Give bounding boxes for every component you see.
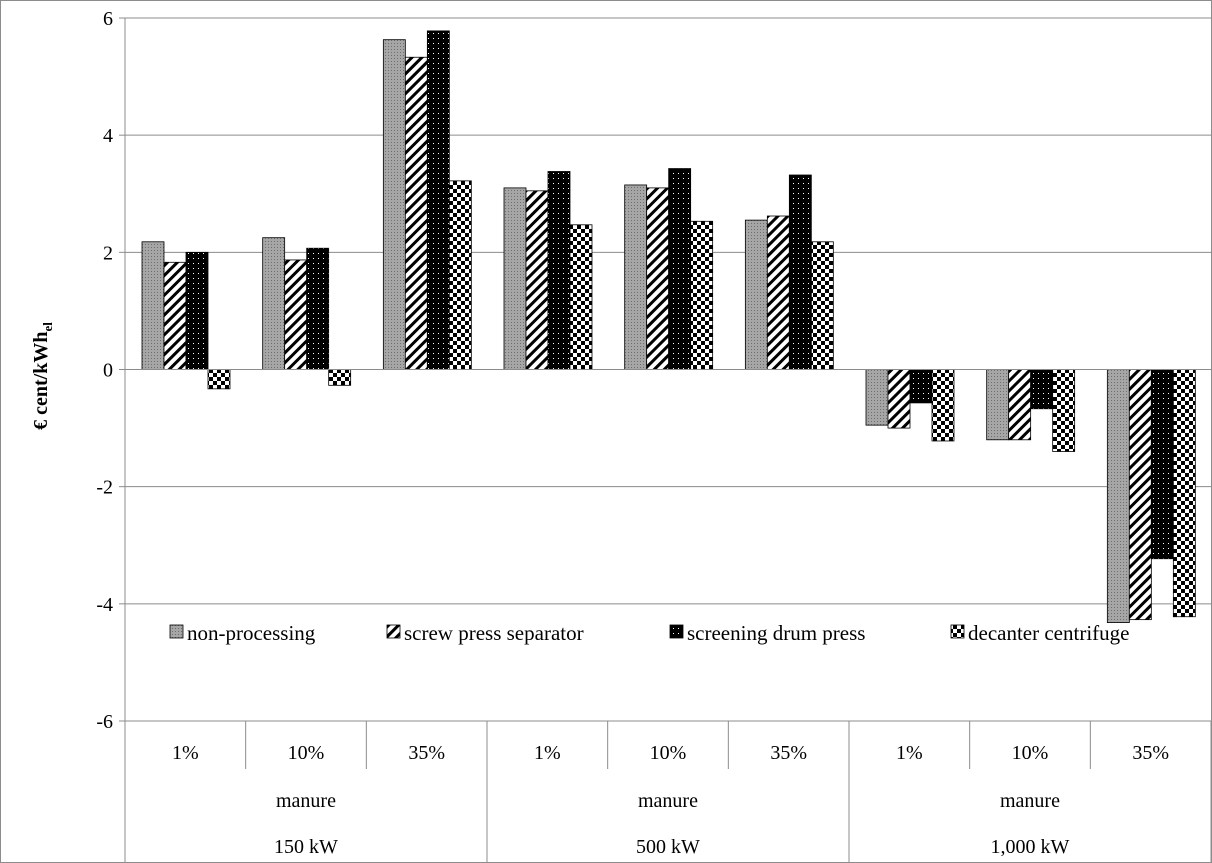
category-label: 10% xyxy=(1012,742,1049,764)
category-outer-group-label: 500 kW xyxy=(636,836,700,858)
bar-decanter-centrifuge xyxy=(931,369,955,442)
y-axis-label-main: € cent/kWh xyxy=(30,332,52,430)
category-axis: 1% 10% 35% 1% 10% 35% 1% 10% 35% manure manure manu… xyxy=(124,721,1211,862)
legend-label: screw press separator xyxy=(404,621,584,645)
bar-decanter-centrifuge xyxy=(810,241,834,370)
bar-decanter-centrifuge xyxy=(569,224,593,370)
bar-non-processing xyxy=(865,369,889,426)
bar-non-processing xyxy=(1106,369,1130,623)
bar-non-processing xyxy=(141,241,165,370)
bar-decanter-centrifuge xyxy=(448,180,472,370)
bar-screening-drum-press xyxy=(668,168,692,370)
legend-label: decanter centrifuge xyxy=(968,621,1129,645)
bar-screw-press-separator xyxy=(887,369,911,429)
y-tick-label: -4 xyxy=(96,594,113,616)
legend-label: non-processing xyxy=(187,621,316,645)
category-label: 1% xyxy=(534,742,561,764)
y-tick-label: 0 xyxy=(103,360,113,382)
y-tick-label: 6 xyxy=(103,8,113,30)
bar-non-processing xyxy=(503,187,527,370)
bar-screening-drum-press xyxy=(547,171,571,370)
y-axis-label-subscript: el xyxy=(40,322,55,332)
bar-screw-press-separator xyxy=(766,215,790,370)
legend-swatch xyxy=(169,624,184,639)
bar-non-processing xyxy=(744,219,768,370)
bar-decanter-centrifuge xyxy=(1052,369,1076,452)
category-group-label: manure xyxy=(638,790,698,812)
bar-screening-drum-press xyxy=(788,174,812,370)
category-group-label: manure xyxy=(1000,790,1060,812)
bar-decanter-centrifuge xyxy=(207,369,231,390)
bar-screw-press-separator xyxy=(404,56,428,370)
y-tick-label: -2 xyxy=(96,477,113,499)
y-tick-labels: -6 -4 -2 0 2 4 6 xyxy=(96,8,113,733)
bar-non-processing xyxy=(986,369,1010,441)
bar-screening-drum-press xyxy=(909,369,933,404)
bar-screening-drum-press xyxy=(306,247,330,370)
category-label: 35% xyxy=(1132,742,1169,764)
bar-screening-drum-press xyxy=(185,251,209,370)
category-label: 10% xyxy=(288,742,325,764)
y-tick-label: 4 xyxy=(103,125,113,147)
bar-screw-press-separator xyxy=(1128,369,1152,621)
bar-decanter-centrifuge xyxy=(1172,369,1196,618)
legend-label: screening drum press xyxy=(687,621,865,645)
bar-screw-press-separator xyxy=(1008,369,1032,441)
bar-screw-press-separator xyxy=(284,259,308,370)
bar-screw-press-separator xyxy=(646,187,670,370)
bar-screw-press-separator xyxy=(525,190,549,370)
bar-screening-drum-press xyxy=(1030,369,1054,410)
y-axis-label: € cent/kWhel xyxy=(30,322,55,430)
legend-swatch xyxy=(669,624,684,639)
category-group-label: manure xyxy=(276,790,336,812)
bar-non-processing xyxy=(624,184,648,370)
axes xyxy=(119,17,1211,722)
legend: non-processing screw press separator scree… xyxy=(169,621,1129,645)
category-outer-group-label: 150 kW xyxy=(274,836,338,858)
legend-swatch xyxy=(386,624,401,639)
legend-swatch xyxy=(950,624,965,639)
bar-decanter-centrifuge xyxy=(690,220,714,370)
bar-non-processing xyxy=(382,39,406,370)
category-label: 35% xyxy=(770,742,807,764)
bar-screening-drum-press xyxy=(1150,369,1174,560)
bar-non-processing xyxy=(262,237,286,370)
category-label: 1% xyxy=(896,742,923,764)
y-tick-label: -6 xyxy=(96,711,113,733)
y-tick-label: 2 xyxy=(103,242,113,264)
bar-screening-drum-press xyxy=(426,30,450,370)
bar-decanter-centrifuge xyxy=(328,369,352,386)
bar-screw-press-separator xyxy=(163,261,187,370)
category-label: 35% xyxy=(408,742,445,764)
bars xyxy=(141,30,1196,623)
category-label: 1% xyxy=(172,742,199,764)
category-label: 10% xyxy=(650,742,687,764)
category-outer-group-label: 1,000 kW xyxy=(991,836,1070,858)
